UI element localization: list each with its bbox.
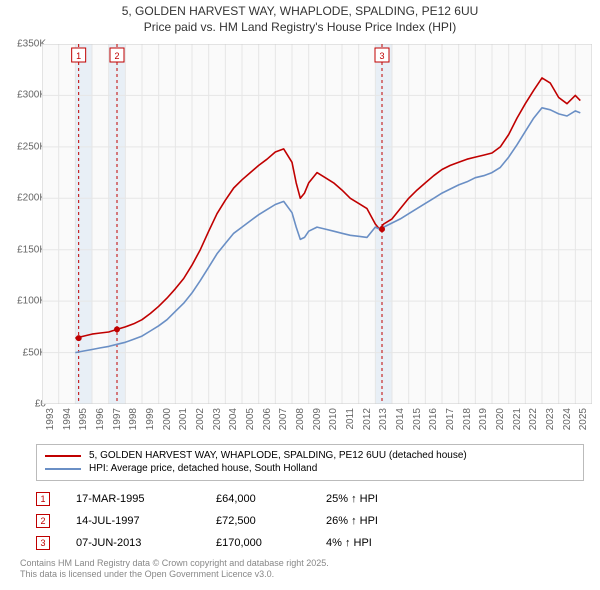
table-row: 1 17-MAR-1995 £64,000 25% ↑ HPI	[36, 488, 576, 510]
svg-text:2: 2	[114, 51, 119, 61]
legend-label: HPI: Average price, detached house, Sout…	[89, 463, 317, 474]
y-tick-label: £100K	[2, 296, 46, 307]
footer-line2: This data is licensed under the Open Gov…	[20, 569, 580, 580]
txn-price: £64,000	[216, 493, 326, 505]
x-tick-label: 2000	[162, 408, 173, 430]
x-tick-label: 1995	[78, 408, 89, 430]
txn-date: 07-JUN-2013	[76, 537, 216, 549]
chart-title: 5, GOLDEN HARVEST WAY, WHAPLODE, SPALDIN…	[0, 0, 600, 35]
x-tick-label: 1998	[128, 408, 139, 430]
x-tick-label: 2016	[428, 408, 439, 430]
y-tick-label: £250K	[2, 141, 46, 152]
svg-text:1: 1	[76, 51, 81, 61]
license-footer: Contains HM Land Registry data © Crown c…	[20, 558, 580, 581]
chart-legend: 5, GOLDEN HARVEST WAY, WHAPLODE, SPALDIN…	[36, 444, 584, 481]
x-tick-label: 2002	[195, 408, 206, 430]
x-tick-label: 1994	[62, 408, 73, 430]
y-tick-label: £50K	[2, 347, 46, 358]
y-tick-label: £350K	[2, 39, 46, 50]
x-tick-label: 2013	[378, 408, 389, 430]
txn-delta: 26% ↑ HPI	[326, 515, 466, 527]
txn-delta: 25% ↑ HPI	[326, 493, 466, 505]
x-tick-label: 2019	[478, 408, 489, 430]
x-tick-label: 2010	[328, 408, 339, 430]
x-tick-label: 2025	[578, 408, 589, 430]
footer-line1: Contains HM Land Registry data © Crown c…	[20, 558, 580, 569]
x-tick-label: 2018	[462, 408, 473, 430]
x-tick-label: 2020	[495, 408, 506, 430]
x-tick-label: 2001	[178, 408, 189, 430]
x-tick-label: 2003	[212, 408, 223, 430]
x-tick-label: 2008	[295, 408, 306, 430]
transaction-table: 1 17-MAR-1995 £64,000 25% ↑ HPI 2 14-JUL…	[36, 488, 576, 554]
txn-price: £72,500	[216, 515, 326, 527]
x-tick-label: 1993	[45, 408, 56, 430]
x-tick-label: 2024	[562, 408, 573, 430]
x-tick-label: 2015	[412, 408, 423, 430]
x-tick-label: 2005	[245, 408, 256, 430]
marker-box: 1	[36, 492, 50, 506]
legend-swatch	[45, 468, 81, 470]
x-tick-label: 2021	[512, 408, 523, 430]
title-line1: 5, GOLDEN HARVEST WAY, WHAPLODE, SPALDIN…	[0, 4, 600, 20]
txn-delta: 4% ↑ HPI	[326, 537, 466, 549]
x-tick-label: 1999	[145, 408, 156, 430]
y-tick-label: £300K	[2, 90, 46, 101]
x-tick-label: 2009	[312, 408, 323, 430]
x-tick-label: 2006	[262, 408, 273, 430]
legend-item: HPI: Average price, detached house, Sout…	[45, 463, 575, 474]
x-tick-label: 2011	[345, 408, 356, 430]
table-row: 3 07-JUN-2013 £170,000 4% ↑ HPI	[36, 532, 576, 554]
x-tick-label: 2023	[545, 408, 556, 430]
txn-date: 17-MAR-1995	[76, 493, 216, 505]
x-tick-label: 2012	[362, 408, 373, 430]
y-tick-label: £150K	[2, 244, 46, 255]
x-tick-label: 1996	[95, 408, 106, 430]
price-chart: 1 2 3	[42, 44, 592, 404]
svg-text:3: 3	[379, 51, 384, 61]
legend-swatch	[45, 455, 81, 457]
x-tick-label: 2022	[528, 408, 539, 430]
txn-date: 14-JUL-1997	[76, 515, 216, 527]
x-tick-label: 2014	[395, 408, 406, 430]
y-tick-label: £200K	[2, 193, 46, 204]
txn-price: £170,000	[216, 537, 326, 549]
x-tick-label: 2017	[445, 408, 456, 430]
table-row: 2 14-JUL-1997 £72,500 26% ↑ HPI	[36, 510, 576, 532]
x-tick-label: 2007	[278, 408, 289, 430]
marker-box: 2	[36, 514, 50, 528]
x-tick-label: 2004	[228, 408, 239, 430]
legend-item: 5, GOLDEN HARVEST WAY, WHAPLODE, SPALDIN…	[45, 450, 575, 461]
legend-label: 5, GOLDEN HARVEST WAY, WHAPLODE, SPALDIN…	[89, 450, 467, 461]
y-tick-label: £0	[2, 399, 46, 410]
x-tick-label: 1997	[112, 408, 123, 430]
title-line2: Price paid vs. HM Land Registry's House …	[0, 20, 600, 36]
marker-box: 3	[36, 536, 50, 550]
